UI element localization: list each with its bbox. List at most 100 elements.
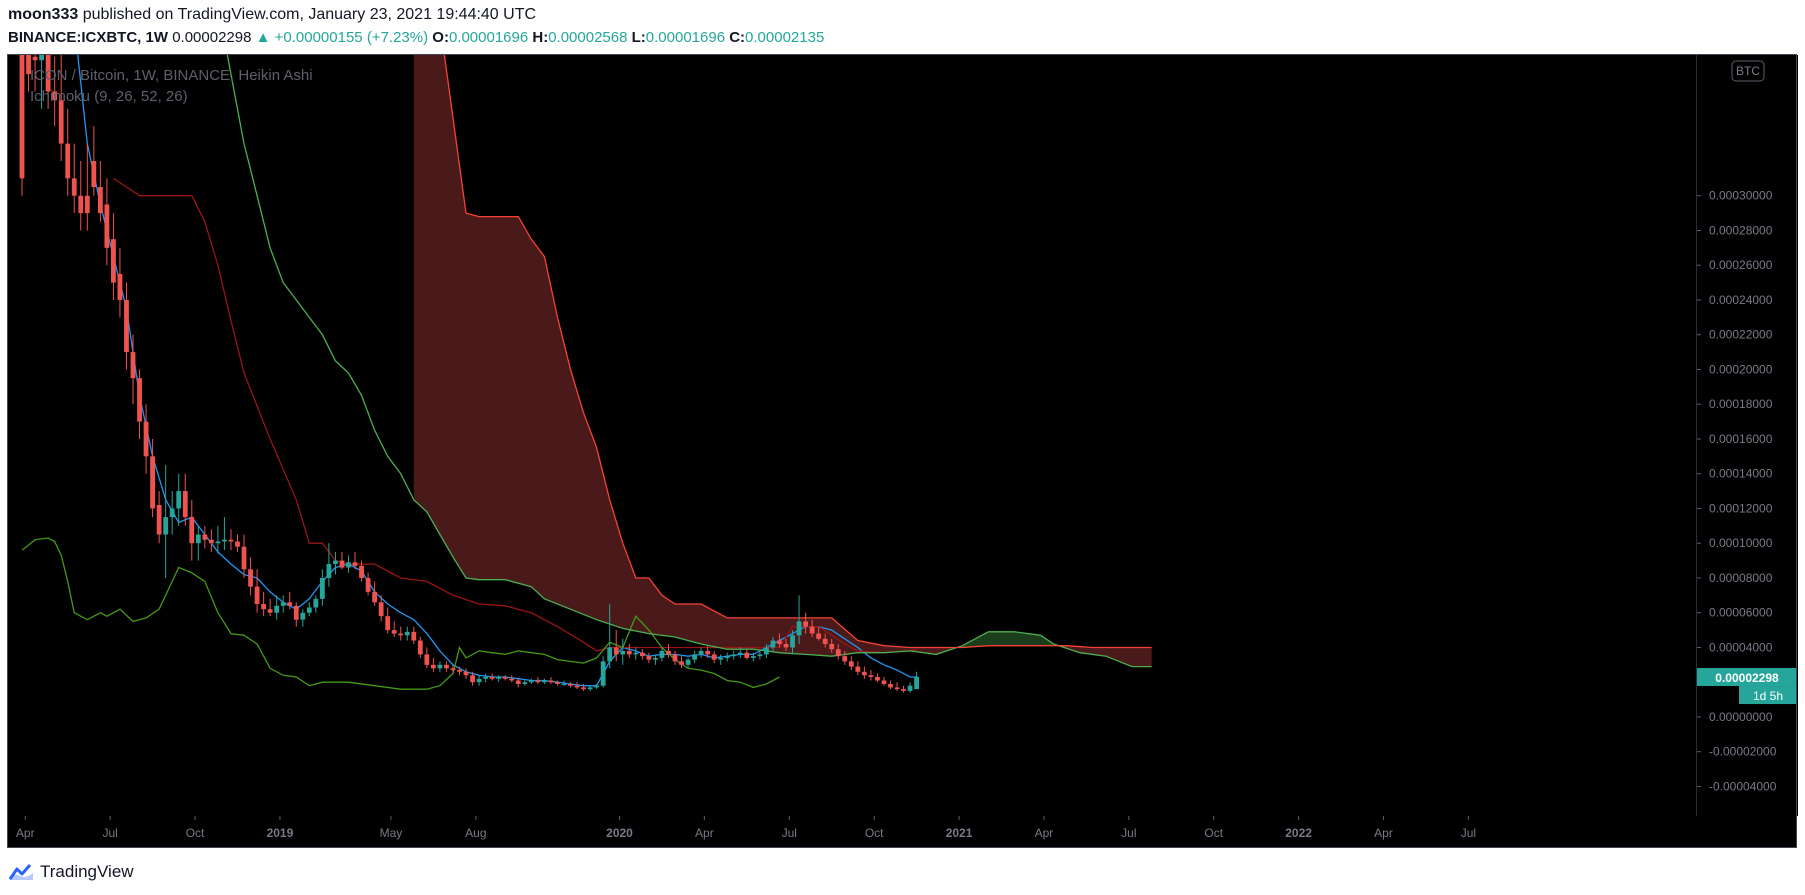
price-tick-label: -0.00002000 — [1709, 745, 1777, 759]
time-axis[interactable]: Apr Jul Oct 2019 May Aug 2020 Apr Jul Oct 2021 Apr J… — [8, 816, 1797, 848]
candle-body — [463, 671, 469, 676]
candle — [91, 126, 97, 196]
candle — [130, 334, 136, 405]
chart-plot-area[interactable]: ICON / Bitcoin, 1W, BINANCE, Heikin Ashi… — [8, 55, 1696, 816]
currency-badge: BTC — [1731, 60, 1765, 82]
price-tick-label: 0.00026000 — [1709, 258, 1773, 272]
price-tick-label: 0.00020000 — [1709, 362, 1773, 376]
candle — [215, 525, 221, 554]
candle-body — [156, 504, 162, 535]
candle — [235, 534, 240, 552]
candle-body — [855, 666, 861, 672]
brand-name[interactable]: TradingView — [40, 862, 134, 881]
time-tick-label: Apr — [1035, 826, 1054, 840]
candle — [372, 581, 378, 606]
publisher-name[interactable]: moon333 — [8, 6, 79, 23]
candle — [790, 630, 795, 655]
candle-body — [764, 647, 769, 655]
price-axis-scale[interactable]: 0.00030000 0.00028000 0.00026000 0.00024000… — [1697, 55, 1798, 816]
candle-body — [718, 657, 724, 660]
candle — [600, 656, 606, 688]
currency-badge-box — [1731, 60, 1765, 82]
candle-body — [698, 650, 704, 655]
candle — [208, 529, 214, 552]
candle — [261, 591, 267, 617]
interval-label: 1W — [145, 29, 169, 46]
candle — [868, 670, 874, 681]
candle — [182, 473, 188, 526]
candle-body — [620, 650, 626, 655]
candle — [274, 595, 280, 620]
currency-badge-label: BTC — [1736, 64, 1760, 78]
candle-body — [326, 564, 332, 578]
series-legend[interactable]: ICON / Bitcoin, 1W, BINANCE, Heikin Ashi — [30, 67, 313, 84]
candle-body — [535, 680, 541, 683]
candle — [907, 682, 913, 693]
candle — [888, 680, 893, 690]
candle-body — [117, 273, 123, 300]
candle — [875, 673, 880, 683]
footer: TradingView — [8, 858, 134, 886]
candle-body — [528, 680, 534, 683]
candle — [659, 647, 665, 662]
candle — [633, 647, 639, 660]
candle — [248, 557, 253, 596]
candle-body — [404, 631, 410, 636]
base-line-line — [113, 177, 917, 654]
candle-body — [352, 562, 358, 566]
candle — [489, 673, 495, 681]
candle-body — [365, 577, 371, 592]
candle — [548, 677, 554, 684]
candle — [842, 650, 848, 665]
candle-body — [816, 633, 822, 639]
candle-body — [52, 91, 58, 101]
candle — [509, 675, 515, 683]
candle-body — [65, 143, 71, 179]
indicator-legend[interactable]: Ichimoku (9, 26, 52, 26) — [30, 88, 188, 105]
candle-body — [894, 687, 900, 690]
time-tick-label: Aug — [465, 826, 486, 840]
candle-body — [483, 677, 489, 679]
candle — [542, 678, 547, 684]
candle-body — [130, 352, 136, 379]
price-tick-label: 0.00030000 — [1709, 189, 1773, 203]
candle-body — [875, 677, 880, 681]
candle-body — [333, 560, 338, 565]
candle-body — [783, 643, 789, 648]
candle — [228, 529, 234, 551]
candle-body — [346, 562, 351, 568]
candle — [313, 595, 319, 613]
candle — [444, 661, 449, 672]
candle — [822, 633, 828, 648]
candle-body — [842, 656, 848, 662]
candle — [816, 626, 822, 641]
low-label: L: — [631, 29, 646, 46]
candle — [333, 551, 338, 575]
candle — [502, 675, 508, 681]
candle — [254, 569, 260, 613]
price-tick-label: 0.00000000 — [1709, 710, 1773, 724]
candle-body — [555, 682, 560, 684]
candle — [293, 602, 299, 627]
candle — [437, 661, 443, 672]
price-chart[interactable] — [8, 55, 1696, 816]
candle — [613, 630, 619, 662]
candle — [574, 682, 580, 690]
candle — [711, 650, 717, 664]
price-tick-label: 0.00016000 — [1709, 432, 1773, 446]
candle-body — [430, 664, 436, 669]
time-axis-scale[interactable]: Apr Jul Oct 2019 May Aug 2020 Apr Jul Oct 2021 Apr J… — [8, 816, 1797, 848]
candle-body — [163, 517, 169, 535]
tradingview-logo-icon[interactable] — [8, 863, 34, 881]
price-axis[interactable]: 0.00030000 0.00028000 0.00026000 0.00024000… — [1696, 55, 1798, 816]
candle-body — [685, 659, 691, 665]
candle-body — [515, 680, 521, 684]
time-tick-label: Jul — [1461, 826, 1476, 840]
candle-body — [522, 682, 528, 684]
time-tick-label: 2021 — [946, 826, 973, 840]
candle — [391, 621, 397, 638]
countdown-tag-label: 1d 5h — [1753, 689, 1783, 703]
candle — [97, 160, 103, 222]
candle — [189, 499, 195, 561]
candle-body — [274, 605, 280, 613]
